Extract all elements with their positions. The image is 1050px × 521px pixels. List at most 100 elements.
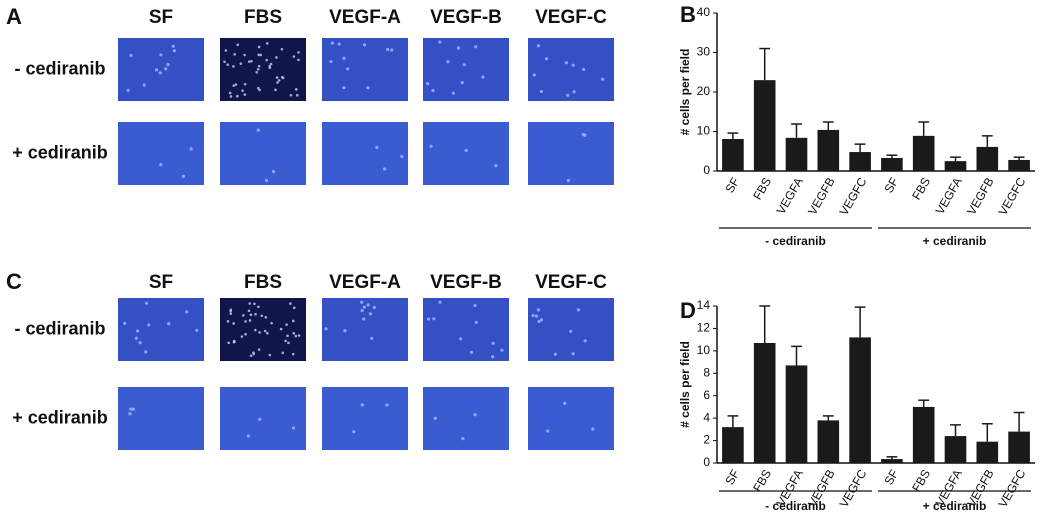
micrograph-image bbox=[118, 38, 204, 101]
cell-dot bbox=[460, 81, 464, 85]
micrograph bbox=[528, 298, 614, 361]
micrograph bbox=[322, 298, 408, 361]
cell-dot bbox=[227, 341, 231, 345]
cell-dot bbox=[291, 352, 295, 356]
cell-dot bbox=[366, 303, 370, 307]
micrograph bbox=[423, 122, 509, 185]
cell-dot bbox=[256, 67, 260, 71]
cell-dot bbox=[159, 163, 163, 167]
cell-dot bbox=[166, 62, 170, 67]
cell-dot bbox=[257, 64, 261, 68]
cell-dot bbox=[258, 88, 261, 92]
group-label: - cediranib bbox=[765, 499, 826, 513]
micrograph-image bbox=[528, 387, 614, 450]
micrograph bbox=[423, 298, 509, 361]
cell-dot bbox=[236, 43, 240, 47]
cell-dot bbox=[249, 313, 253, 317]
micrograph-image bbox=[528, 122, 614, 185]
cell-dot bbox=[229, 308, 233, 312]
row-label: + cediranib bbox=[12, 407, 108, 427]
column-header: VEGF-A bbox=[329, 7, 401, 28]
cell-dot bbox=[292, 331, 296, 335]
micrograph bbox=[118, 122, 204, 185]
cell-dot bbox=[131, 407, 136, 411]
row-label: + cediranib bbox=[12, 142, 108, 162]
cell-dot bbox=[244, 320, 247, 323]
cell-dot bbox=[564, 61, 568, 65]
micrograph bbox=[220, 38, 306, 101]
bar bbox=[849, 337, 871, 463]
cell-dot bbox=[268, 66, 272, 70]
error-bar bbox=[950, 424, 961, 437]
cell-dot bbox=[277, 79, 281, 82]
x-tick-label: FBS bbox=[909, 467, 933, 494]
cell-dot bbox=[172, 49, 177, 53]
cell-dot bbox=[536, 44, 541, 48]
cell-dot bbox=[136, 329, 140, 333]
cell-dot bbox=[269, 62, 273, 66]
cell-dot bbox=[329, 59, 333, 64]
micrograph-image bbox=[220, 298, 306, 361]
cell-dot bbox=[297, 58, 300, 62]
cell-dot bbox=[235, 94, 239, 98]
cell-dot bbox=[431, 88, 435, 93]
cell-dot bbox=[382, 167, 387, 171]
error-bar bbox=[981, 423, 993, 442]
cell-dot bbox=[246, 434, 250, 438]
cell-dot bbox=[539, 318, 544, 322]
cell-dot bbox=[185, 310, 189, 314]
cell-dot bbox=[432, 317, 436, 321]
y-tick-label: 8 bbox=[703, 365, 710, 379]
cell-dot bbox=[571, 352, 575, 356]
cell-dot bbox=[494, 164, 498, 168]
y-tick-label: 6 bbox=[703, 388, 710, 402]
micrograph-image bbox=[322, 387, 408, 450]
cell-dot bbox=[249, 354, 253, 358]
error-bar bbox=[791, 123, 802, 138]
cell-dot bbox=[264, 316, 268, 319]
cell-dot bbox=[247, 60, 251, 63]
error-bar bbox=[981, 135, 993, 147]
micrograph-image bbox=[220, 387, 306, 450]
cell-dot bbox=[386, 47, 390, 52]
y-tick-label: 40 bbox=[697, 5, 711, 19]
cell-dot bbox=[537, 319, 541, 323]
cell-dot bbox=[260, 314, 264, 318]
y-tick-label: 4 bbox=[703, 410, 710, 424]
cell-dot bbox=[539, 89, 543, 94]
micrograph-image bbox=[220, 122, 306, 185]
panel-letter: D bbox=[680, 298, 696, 323]
cell-dot bbox=[370, 336, 374, 340]
cell-dot bbox=[366, 86, 370, 90]
bar bbox=[881, 459, 903, 463]
cell-dot bbox=[292, 306, 296, 310]
error-bar bbox=[1013, 411, 1025, 432]
y-tick-label: 10 bbox=[697, 124, 711, 138]
cell-dot bbox=[451, 91, 455, 95]
cell-dot bbox=[266, 331, 269, 335]
cell-dot bbox=[284, 339, 287, 343]
cell-dot bbox=[264, 178, 269, 183]
cell-dot bbox=[544, 57, 549, 61]
x-tick-label: SF bbox=[881, 467, 901, 487]
cell-dot bbox=[491, 355, 495, 359]
cell-dot bbox=[362, 317, 366, 321]
cell-dot bbox=[346, 67, 350, 71]
error-bar bbox=[886, 154, 898, 158]
cell-dot bbox=[243, 93, 247, 96]
cell-dot bbox=[228, 91, 232, 95]
y-tick-label: 0 bbox=[703, 455, 710, 469]
bar bbox=[785, 365, 808, 463]
cell-dot bbox=[385, 403, 389, 407]
cell-dot bbox=[167, 322, 171, 326]
y-tick-label: 20 bbox=[697, 84, 711, 98]
cell-dot bbox=[426, 317, 431, 321]
cell-dot bbox=[274, 88, 277, 92]
column-header: VEGF-B bbox=[430, 7, 502, 28]
cell-dot bbox=[566, 93, 570, 97]
cell-dot bbox=[255, 70, 259, 74]
error-bar bbox=[854, 306, 866, 338]
micrograph-image bbox=[423, 387, 509, 450]
cell-dot bbox=[159, 53, 163, 57]
micrograph-image bbox=[118, 122, 204, 185]
